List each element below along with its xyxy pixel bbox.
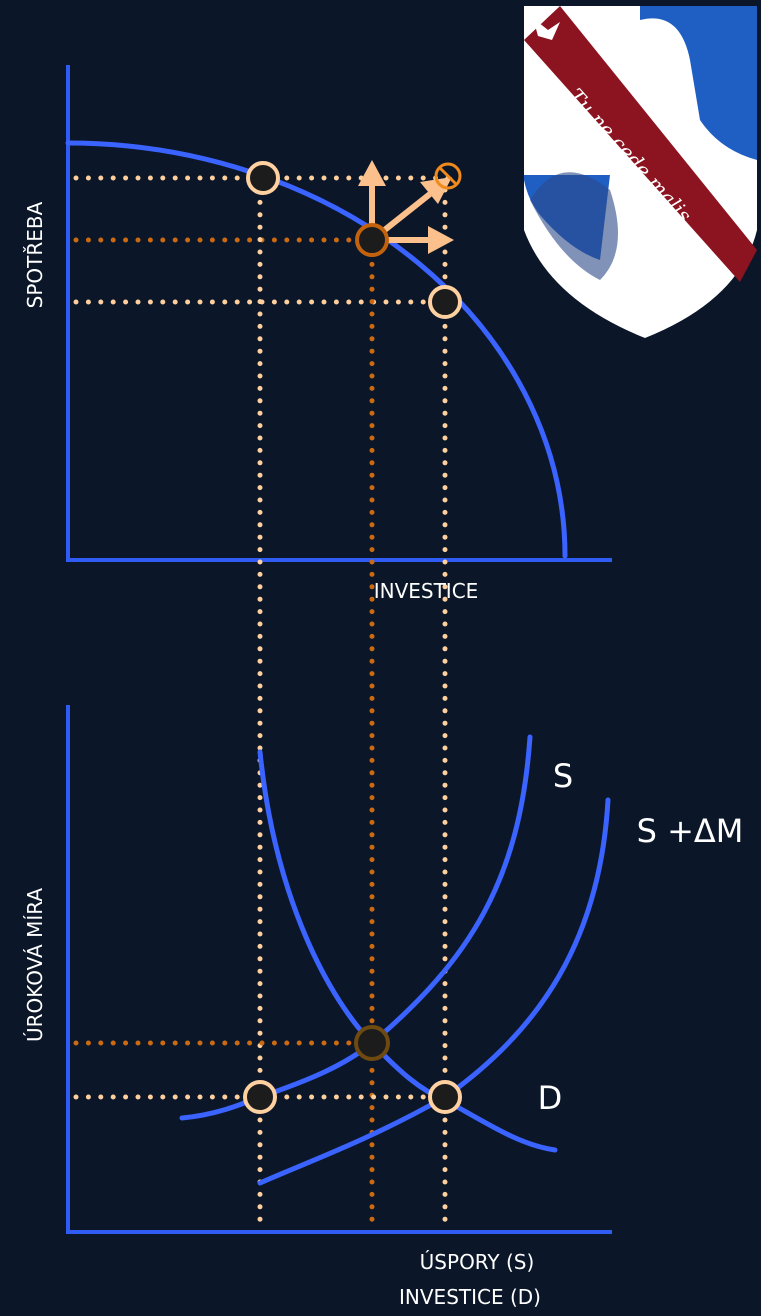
point <box>428 1080 462 1114</box>
supply-curve <box>179 734 533 1121</box>
supply-shifted-curve <box>257 797 611 1186</box>
curve-label: D <box>538 1079 563 1117</box>
target-point <box>434 162 462 190</box>
x-label: INVESTICE <box>374 579 479 603</box>
point <box>355 223 389 257</box>
ppf-curve <box>65 140 568 559</box>
point <box>246 161 280 195</box>
point <box>428 285 462 319</box>
y-label: ÚROKOVÁ MÍRA <box>23 888 47 1042</box>
x-label: ÚSPORY (S) <box>420 1250 535 1274</box>
logo: Tu ne cede malis <box>524 6 757 338</box>
curve-label: S +ΔM <box>637 812 744 850</box>
x-label: INVESTICE (D) <box>399 1285 541 1309</box>
curve-label: S <box>553 757 573 795</box>
target-point <box>438 166 458 186</box>
y-label: SPOTŘEBA <box>23 201 47 308</box>
demand-curve <box>257 749 558 1153</box>
point <box>354 1025 390 1061</box>
point <box>243 1080 277 1114</box>
